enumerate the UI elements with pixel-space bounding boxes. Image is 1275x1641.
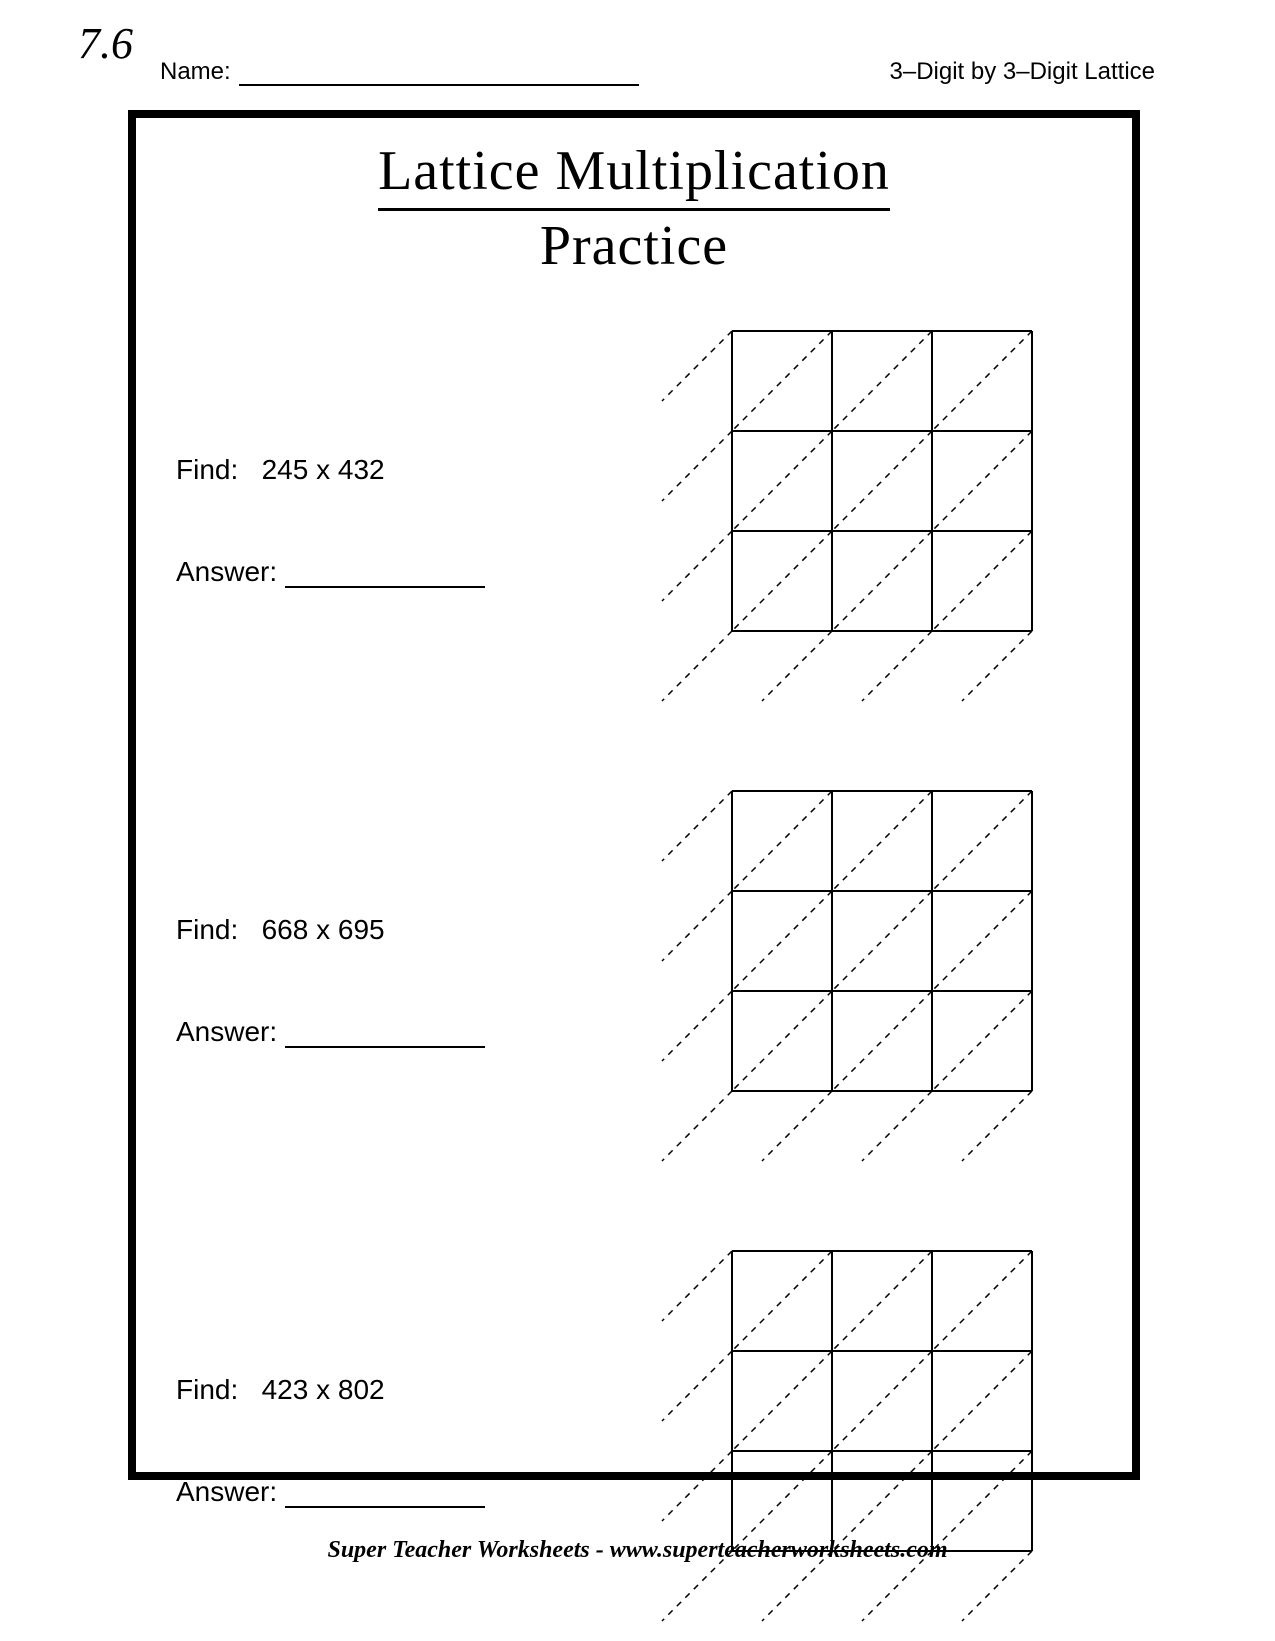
answer-3-row: Answer: [176,1476,552,1508]
name-underline[interactable] [239,66,639,86]
lattice-3 [552,1241,1092,1641]
lattice-2 [552,781,1092,1181]
answer-3-underline[interactable] [285,1486,485,1508]
page-number: 7.6 [78,18,133,69]
answer-1-row: Answer: [176,556,552,588]
problem-2: Find: 668 x 695 Answer: [176,781,1092,1181]
name-label: Name: [160,58,231,86]
subtitle: 3–Digit by 3–Digit Lattice [890,58,1155,86]
problem-3-expression: 423 x 802 [262,1374,385,1405]
answer-label: Answer: [176,556,277,588]
answer-label: Answer: [176,1476,277,1508]
problem-2-find: Find: 668 x 695 [176,914,552,946]
answer-2-row: Answer: [176,1016,552,1048]
problem-1-find: Find: 245 x 432 [176,454,552,486]
header-row: Name: 3–Digit by 3–Digit Lattice [160,58,1155,86]
problem-1: Find: 245 x 432 Answer: [176,321,1092,721]
problem-2-expression: 668 x 695 [262,914,385,945]
problem-2-text: Find: 668 x 695 Answer: [176,914,552,1048]
title-line-2: Practice [540,215,728,277]
name-field: Name: [160,58,639,86]
worksheet-title: Lattice Multiplication Practice [176,136,1092,281]
problem-3-text: Find: 423 x 802 Answer: [176,1374,552,1508]
find-label: Find: [176,454,238,485]
title-line-1: Lattice Multiplication [378,136,890,211]
problem-1-expression: 245 x 432 [262,454,385,485]
problem-3: Find: 423 x 802 Answer: [176,1241,1092,1641]
answer-label: Answer: [176,1016,277,1048]
problem-1-text: Find: 245 x 432 Answer: [176,454,552,588]
lattice-1 [552,321,1092,721]
footer: Super Teacher Worksheets - www.superteac… [0,1537,1275,1564]
answer-1-underline[interactable] [285,566,485,588]
answer-2-underline[interactable] [285,1026,485,1048]
main-box: Lattice Multiplication Practice Find: 24… [128,110,1140,1480]
find-label: Find: [176,1374,238,1405]
find-label: Find: [176,914,238,945]
problem-3-find: Find: 423 x 802 [176,1374,552,1406]
